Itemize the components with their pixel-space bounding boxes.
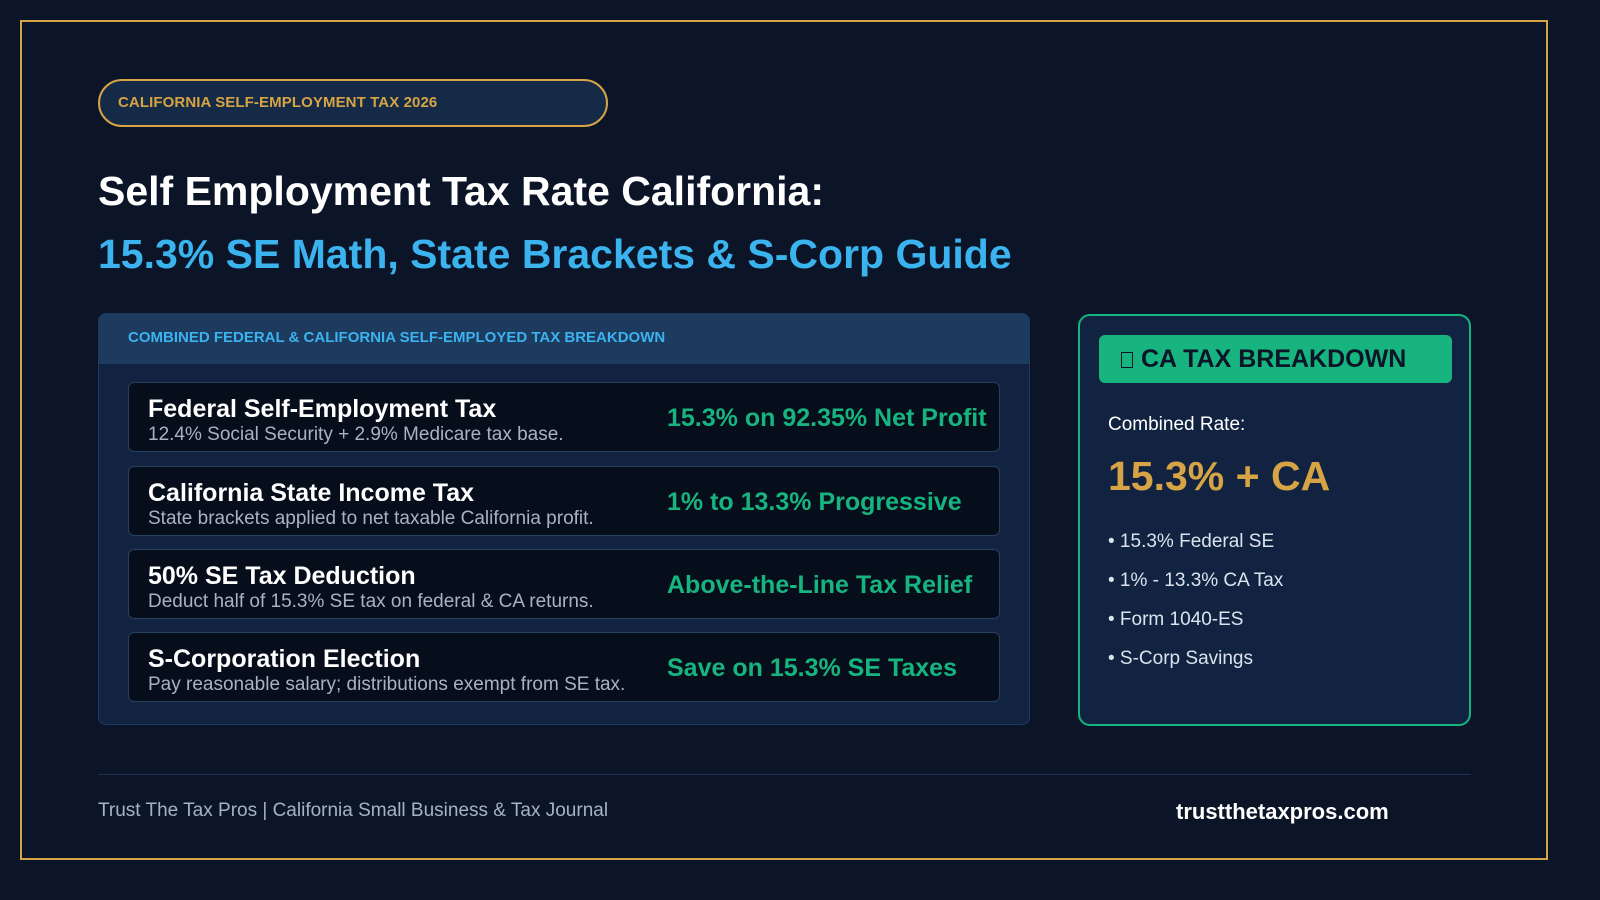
card-heading: CA TAX BREAKDOWN [1099, 335, 1452, 383]
breakdown-row-ca-income-tax: California State Income Tax State bracke… [128, 466, 1000, 536]
panel-heading: COMBINED FEDERAL & CALIFORNIA SELF-EMPLO… [99, 314, 1029, 364]
row-title: S-Corporation Election [148, 645, 421, 673]
ca-tax-breakdown-card: CA TAX BREAKDOWN Combined Rate: 15.3% + … [1078, 314, 1471, 726]
list-item: • S-Corp Savings [1108, 648, 1253, 669]
row-description: Pay reasonable salary; distributions exe… [148, 674, 626, 695]
tax-breakdown-panel: COMBINED FEDERAL & CALIFORNIA SELF-EMPLO… [98, 313, 1030, 725]
combined-rate-value: 15.3% + CA [1108, 453, 1331, 499]
footer-publisher: Trust The Tax Pros | California Small Bu… [98, 800, 609, 821]
row-title: Federal Self-Employment Tax [148, 395, 497, 423]
breakdown-row-se-deduction: 50% SE Tax Deduction Deduct half of 15.3… [128, 549, 1000, 619]
breakdown-row-s-corp: S-Corporation Election Pay reasonable sa… [128, 632, 1000, 702]
row-value: 15.3% on 92.35% Net Profit [667, 404, 987, 432]
footer-divider [98, 774, 1471, 775]
breakdown-row-federal-se: Federal Self-Employment Tax 12.4% Social… [128, 382, 1000, 452]
document-icon [1121, 352, 1133, 368]
list-item: • Form 1040-ES [1108, 609, 1244, 630]
row-title: 50% SE Tax Deduction [148, 562, 416, 590]
row-title: California State Income Tax [148, 479, 475, 507]
row-description: Deduct half of 15.3% SE tax on federal &… [148, 591, 594, 612]
row-value: Above-the-Line Tax Relief [667, 571, 973, 599]
list-item: • 15.3% Federal SE [1108, 531, 1275, 552]
footer-website-link[interactable]: trustthetaxpros.com [1176, 799, 1389, 824]
page-title: Self Employment Tax Rate California: [98, 168, 825, 214]
gold-frame [20, 20, 1548, 860]
page-subtitle: 15.3% SE Math, State Brackets & S-Corp G… [98, 231, 1012, 277]
card-heading-label: CA TAX BREAKDOWN [1141, 345, 1407, 373]
category-badge: CALIFORNIA SELF-EMPLOYMENT TAX 2026 [98, 79, 608, 127]
row-value: Save on 15.3% SE Taxes [667, 654, 957, 682]
row-description: 12.4% Social Security + 2.9% Medicare ta… [148, 424, 564, 445]
row-value: 1% to 13.3% Progressive [667, 488, 962, 516]
combined-rate-label: Combined Rate: [1108, 414, 1246, 435]
card-bullet-list: • 15.3% Federal SE • 1% - 13.3% CA Tax •… [1108, 530, 1283, 686]
row-description: State brackets applied to net taxable Ca… [148, 508, 594, 529]
list-item: • 1% - 13.3% CA Tax [1108, 570, 1284, 591]
